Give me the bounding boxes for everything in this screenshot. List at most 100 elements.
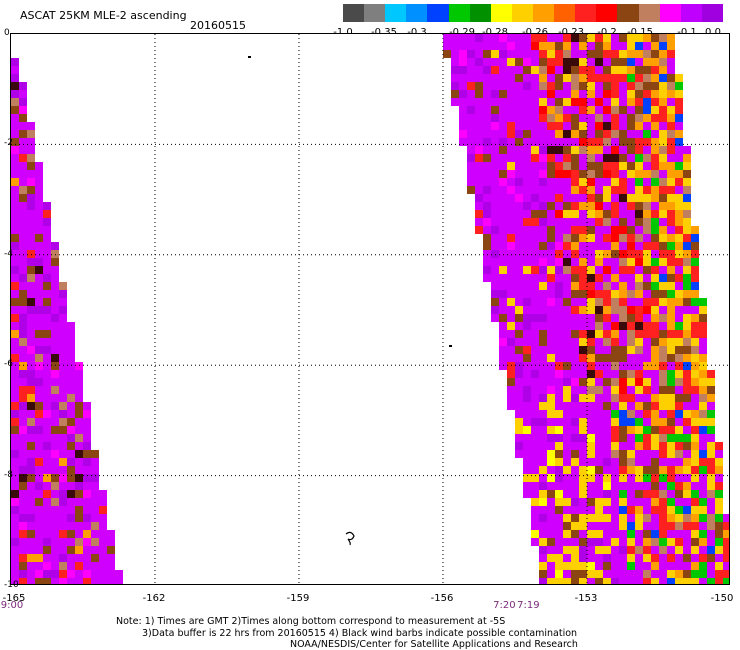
wind-cell — [643, 354, 651, 362]
wind-cell — [515, 346, 523, 354]
wind-cell — [619, 554, 627, 562]
island-outline — [345, 531, 355, 546]
wind-cell — [539, 106, 547, 114]
wind-cell — [699, 474, 707, 482]
wind-cell — [675, 178, 683, 186]
wind-cell — [75, 410, 83, 418]
wind-cell — [675, 322, 683, 330]
wind-cell — [659, 338, 667, 346]
wind-cell — [483, 50, 491, 58]
wind-cell — [651, 378, 659, 386]
wind-cell — [635, 242, 643, 250]
wind-cell — [659, 178, 667, 186]
wind-cell — [675, 202, 683, 210]
wind-cell — [51, 306, 59, 314]
wind-cell — [83, 402, 91, 410]
wind-cell — [587, 114, 595, 122]
wind-cell — [11, 314, 19, 322]
wind-cell — [667, 474, 675, 482]
wind-cell — [603, 226, 611, 234]
wind-cell — [595, 562, 603, 570]
wind-cell — [675, 354, 683, 362]
wind-cell — [619, 314, 627, 322]
wind-cell — [659, 370, 667, 378]
wind-cell — [75, 418, 83, 426]
swath-time-label: 7:19 — [517, 600, 540, 611]
wind-cell — [635, 482, 643, 490]
wind-cell — [587, 122, 595, 130]
x-tick-label: -156 — [430, 593, 454, 604]
wind-cell — [627, 138, 635, 146]
wind-cell — [547, 530, 555, 538]
wind-cell — [683, 466, 691, 474]
wind-cell — [643, 394, 651, 402]
wind-cell — [627, 402, 635, 410]
wind-cell — [667, 458, 675, 466]
wind-cell — [587, 146, 595, 154]
wind-cell — [691, 362, 699, 370]
wind-cell — [547, 370, 555, 378]
wind-cell — [667, 570, 675, 578]
wind-cell — [595, 346, 603, 354]
wind-cell — [11, 202, 19, 210]
wind-cell — [643, 138, 651, 146]
wind-cell — [675, 138, 683, 146]
wind-cell — [675, 154, 683, 162]
wind-cell — [11, 514, 19, 522]
wind-cell — [523, 418, 531, 426]
wind-cell — [539, 450, 547, 458]
wind-cell — [531, 66, 539, 74]
wind-cell — [627, 194, 635, 202]
wind-cell — [587, 186, 595, 194]
wind-cell — [539, 394, 547, 402]
wind-cell — [571, 538, 579, 546]
wind-cell — [611, 418, 619, 426]
wind-cell — [667, 450, 675, 458]
wind-cell — [11, 434, 19, 442]
wind-cell — [19, 90, 27, 98]
wind-cell — [635, 290, 643, 298]
wind-cell — [43, 354, 51, 362]
wind-cell — [619, 50, 627, 58]
wind-cell — [547, 282, 555, 290]
wind-cell — [19, 98, 27, 106]
wind-cell — [579, 218, 587, 226]
wind-cell — [571, 266, 579, 274]
wind-cell — [11, 458, 19, 466]
wind-cell — [667, 362, 675, 370]
wind-cell — [691, 370, 699, 378]
wind-cell — [675, 106, 683, 114]
wind-cell — [579, 554, 587, 562]
wind-cell — [683, 202, 691, 210]
wind-cell — [531, 410, 539, 418]
wind-cell — [547, 506, 555, 514]
wind-cell — [11, 506, 19, 514]
wind-cell — [587, 546, 595, 554]
wind-cell — [611, 34, 619, 42]
wind-cell — [75, 482, 83, 490]
wind-cell — [699, 546, 707, 554]
wind-cell — [651, 114, 659, 122]
wind-cell — [531, 482, 539, 490]
wind-cell — [619, 538, 627, 546]
wind-cell — [683, 146, 691, 154]
wind-cell — [11, 498, 19, 506]
wind-cell — [643, 218, 651, 226]
wind-cell — [35, 442, 43, 450]
wind-cell — [507, 154, 515, 162]
wind-cell — [571, 314, 579, 322]
wind-cell — [531, 386, 539, 394]
wind-cell — [499, 154, 507, 162]
wind-cell — [627, 226, 635, 234]
wind-cell — [723, 570, 729, 578]
wind-cell — [643, 386, 651, 394]
wind-cell — [523, 234, 531, 242]
colorbar-swatch — [511, 4, 534, 22]
wind-cell — [531, 402, 539, 410]
wind-cell — [531, 474, 539, 482]
wind-cell — [627, 146, 635, 154]
wind-cell — [563, 242, 571, 250]
wind-cell — [547, 418, 555, 426]
wind-cell — [19, 130, 27, 138]
wind-cell — [603, 314, 611, 322]
